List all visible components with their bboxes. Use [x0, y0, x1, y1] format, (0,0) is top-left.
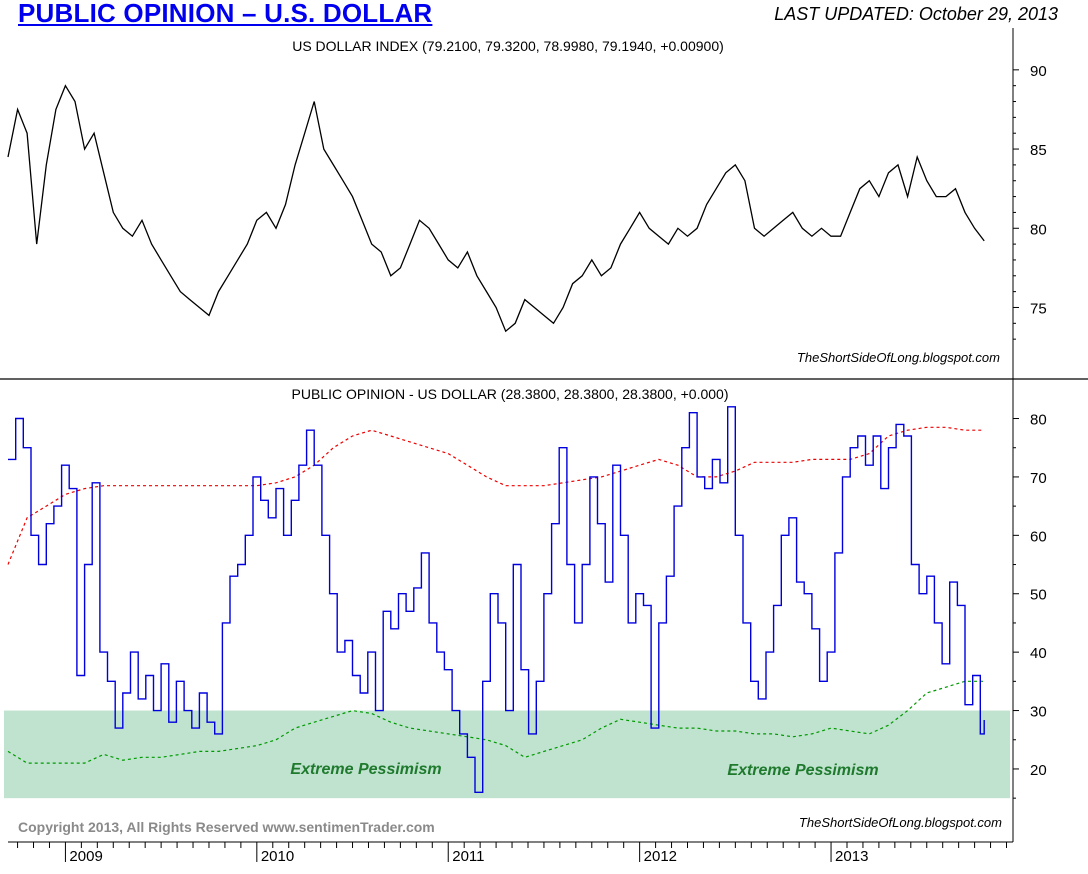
opinion-watermark: TheShortSideOfLong.blogspot.com [799, 815, 1002, 830]
year-tick-label: 2013 [835, 848, 868, 865]
last-updated-label: LAST UPDATED: October 29, 2013 [774, 4, 1058, 24]
index-chart-title: US DOLLAR INDEX (79.2100, 79.3200, 78.99… [292, 38, 724, 54]
zone-label-left: Extreme Pessimism [290, 761, 441, 778]
zone-label-right: Extreme Pessimism [727, 762, 878, 779]
year-tick-label: 2010 [261, 848, 294, 865]
extreme-pessimism-zone [4, 710, 1010, 799]
index-ytick-label: 90 [1030, 63, 1047, 80]
index-watermark: TheShortSideOfLong.blogspot.com [797, 350, 1000, 365]
index-panel: US DOLLAR INDEX (79.2100, 79.3200, 78.99… [7, 38, 1047, 365]
opinion-ytick-label: 20 [1030, 762, 1047, 779]
index-series-line [7, 84, 985, 333]
opinion-chart-title: PUBLIC OPINION - US DOLLAR (28.3800, 28.… [292, 386, 729, 402]
year-tick-label: 2011 [452, 848, 484, 865]
opinion-ytick-label: 60 [1030, 528, 1047, 545]
year-tick-label: 2012 [644, 848, 677, 865]
index-ytick-label: 75 [1030, 300, 1047, 317]
index-ytick-label: 85 [1030, 142, 1047, 159]
lower-average-line [7, 680, 985, 764]
year-tick-label: 2009 [69, 848, 102, 865]
opinion-ytick-label: 80 [1030, 412, 1047, 429]
opinion-series-line [8, 406, 985, 793]
opinion-panel: Extreme Pessimism Extreme Pessimism PUBL… [4, 386, 1047, 835]
copyright-label: Copyright 2013, All Rights Reserved www.… [18, 819, 435, 835]
opinion-ytick-label: 30 [1030, 704, 1047, 721]
index-ytick-label: 80 [1030, 221, 1047, 238]
upper-average-line [7, 426, 985, 565]
page-title: PUBLIC OPINION – U.S. DOLLAR [18, 0, 433, 28]
opinion-ytick-label: 70 [1030, 470, 1047, 487]
opinion-ytick-label: 40 [1030, 645, 1047, 662]
opinion-ytick-label: 50 [1030, 587, 1047, 604]
